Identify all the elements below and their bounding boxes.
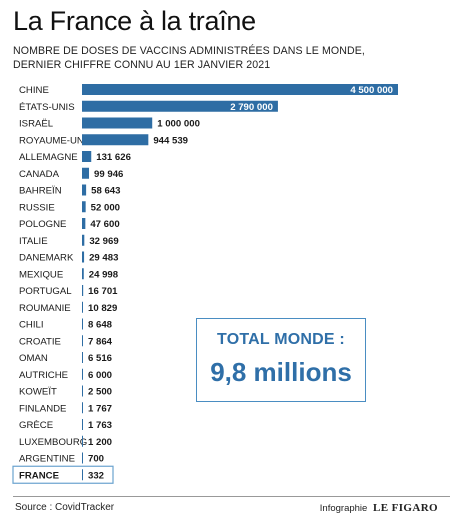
bar	[82, 368, 83, 380]
chart-title: La France à la traîne	[13, 6, 256, 36]
category-label: ALLEMAGNE	[19, 152, 78, 163]
category-label: BAHREÏN	[19, 186, 62, 197]
subtitle-line-2: DERNIER CHIFFRE CONNU AU 1ER JANVIER 202…	[13, 59, 271, 71]
bar	[82, 385, 83, 397]
france-highlight-box	[12, 465, 114, 484]
bar	[82, 268, 84, 280]
category-label: CHINE	[19, 85, 49, 96]
bar	[82, 218, 86, 229]
data-label: 1 767	[88, 403, 112, 414]
category-label: KOWEÏT	[19, 387, 57, 398]
category-label: GRÈCE	[19, 420, 53, 431]
category-label: ROUMANIE	[19, 303, 71, 314]
credit-prefix: Infographie	[319, 503, 368, 514]
data-label: 332	[88, 470, 104, 481]
source-credit: Source : CovidTracker	[15, 502, 115, 513]
subtitle-line-1: NOMBRE DE DOSES DE VACCINS ADMINISTRÉES …	[13, 45, 365, 57]
bar	[82, 84, 398, 95]
total-monde-value: 9,8 millions	[210, 357, 352, 387]
bar	[82, 402, 83, 414]
category-label: FRANCE	[19, 470, 60, 481]
bar	[82, 435, 83, 447]
category-label: ISRAËL	[19, 119, 54, 130]
bar	[82, 318, 83, 330]
data-label: 1 000 000	[157, 119, 200, 130]
data-label: 2 500	[88, 387, 112, 398]
bar	[82, 335, 83, 347]
chart-subtitle: NOMBRE DE DOSES DE VACCINS ADMINISTRÉES …	[13, 44, 365, 72]
footer-divider	[13, 496, 450, 497]
bar	[82, 184, 87, 196]
data-label: 10 829	[88, 303, 117, 314]
bar	[82, 134, 149, 146]
bar	[82, 301, 83, 313]
bar	[82, 117, 153, 129]
category-label: LUXEMBOURG	[19, 437, 87, 448]
le-figaro-logo: LE FIGARO	[372, 502, 438, 514]
data-label: 2 790 000	[230, 102, 273, 113]
data-label: 24 998	[89, 269, 119, 280]
bar	[82, 251, 85, 263]
bar	[82, 285, 84, 296]
bar	[82, 100, 278, 112]
data-label: 32 969	[89, 236, 118, 247]
category-label: ROYAUME-UNI	[19, 135, 87, 146]
data-label: 16 701	[88, 286, 118, 297]
total-monde-label: TOTAL MONDE :	[217, 331, 345, 348]
category-label: RUSSIE	[19, 202, 55, 213]
bar	[82, 419, 83, 430]
infographic-credit: Infographie LE FIGARO	[320, 502, 438, 514]
bar	[82, 469, 83, 481]
total-monde-box: TOTAL MONDE : 9,8 millions	[196, 318, 366, 402]
data-label: 1 763	[88, 420, 112, 431]
category-label: ÉTATS-UNIS	[19, 102, 75, 113]
category-label: ARGENTINE	[19, 454, 75, 465]
bar	[82, 352, 83, 363]
data-label: 6 516	[88, 353, 112, 364]
data-label: 944 539	[153, 135, 188, 146]
bar	[82, 452, 83, 464]
data-label: 7 864	[88, 336, 113, 347]
category-label: OMAN	[19, 353, 48, 364]
data-label: 8 648	[88, 320, 113, 331]
category-label: FINLANDE	[19, 403, 66, 414]
data-label: 1 200	[88, 437, 112, 448]
data-label: 6 000	[88, 370, 112, 381]
data-label: 131 626	[96, 152, 131, 163]
data-label: 700	[88, 454, 104, 465]
data-label: 47 600	[90, 219, 119, 230]
data-label: 29 483	[89, 253, 118, 264]
data-label: 4 500 000	[350, 85, 393, 96]
bar	[82, 234, 85, 246]
category-label: POLOGNE	[19, 219, 66, 230]
category-label: CHILI	[19, 320, 44, 331]
bar	[82, 167, 90, 179]
category-label: PORTUGAL	[19, 286, 72, 297]
data-label: 52 000	[91, 202, 120, 213]
category-label: ITALIE	[19, 236, 48, 247]
bar	[82, 151, 92, 162]
bar	[82, 201, 86, 213]
data-label: 99 946	[94, 169, 123, 180]
category-label: MEXIQUE	[19, 269, 63, 280]
data-label: 58 643	[91, 186, 120, 197]
category-label: DANEMARK	[19, 253, 74, 264]
category-label: CROATIE	[19, 336, 61, 347]
category-label: CANADA	[19, 169, 60, 180]
category-label: AUTRICHE	[19, 370, 68, 381]
